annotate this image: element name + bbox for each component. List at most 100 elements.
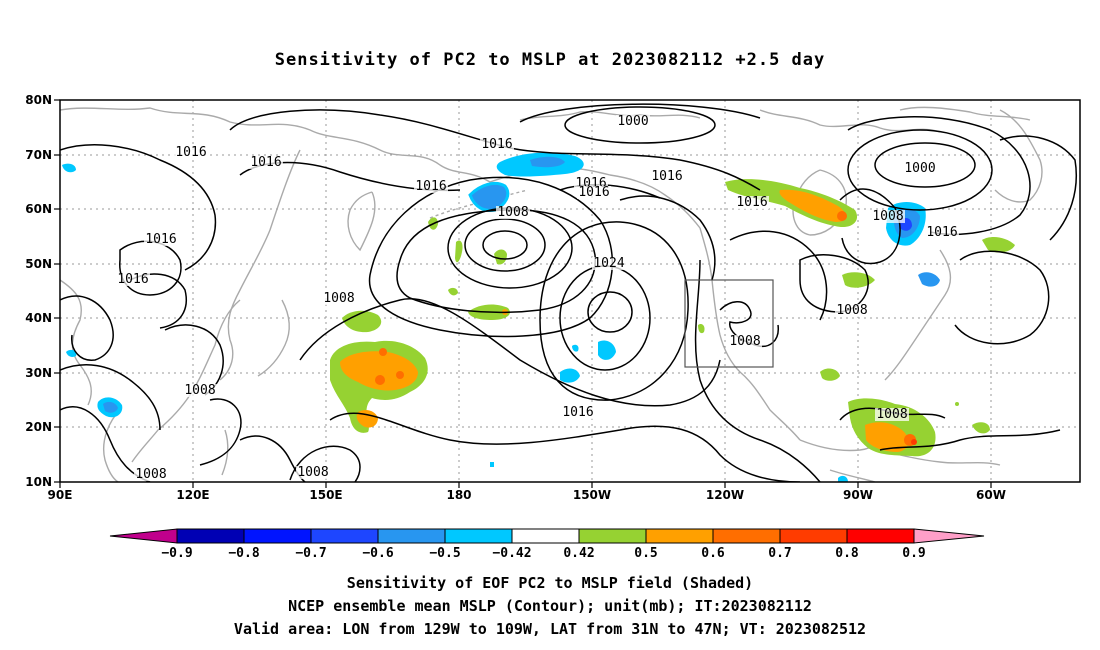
isobar-label-bg (414, 180, 448, 193)
footer-line-valid-area: Valid area: LON from 129W to 109W, LAT f… (233, 620, 867, 638)
isobar-label-bg (577, 186, 611, 199)
isobar-label: 1008 (836, 303, 867, 318)
isobar-label-bg (134, 468, 168, 481)
lon-label-120e: 120E (176, 488, 209, 502)
sensitivity-shading (62, 152, 1015, 482)
colorbar-label: −0.8 (228, 546, 259, 561)
map-title: Sensitivity of PC2 to MSLP at 2023082112… (274, 50, 826, 70)
colorbar-label: −0.42 (492, 546, 531, 561)
lon-labels: 90E 120E 150E 180 150W 120W 90W 60W (48, 488, 1006, 502)
colorbar-box (846, 528, 915, 544)
colorbar-label: 0.5 (634, 546, 657, 561)
colorbar-box (779, 528, 848, 544)
colorbar-box (578, 528, 647, 544)
isobar-label: 1016 (250, 155, 281, 170)
isobar-label-bg (728, 335, 762, 348)
colorbar-box (243, 528, 312, 544)
lat-label-60n: 60N (25, 202, 52, 216)
isobar-label-bg (616, 115, 650, 128)
isobar-label-bg (116, 273, 150, 286)
isobar-label-bg (650, 170, 684, 183)
isobar-label-bg (592, 257, 626, 270)
isobar-label-bg (144, 233, 178, 246)
isobar-label: 1016 (415, 179, 446, 194)
axis-ticks (54, 99, 992, 488)
isobar-label: 1008 (729, 334, 760, 349)
isobar-label-bg (871, 210, 905, 223)
isobar-label: 1016 (926, 225, 957, 240)
isobar-label-bg (322, 292, 356, 305)
colorbar-label: 0.6 (701, 546, 725, 561)
colorbar-label: 0.9 (902, 546, 925, 561)
sensitivity-map: 1000 1016 1016 1016 1016 1016 1016 1016 1008 1024… (25, 93, 1081, 561)
isobar-label: 1016 (117, 272, 148, 287)
isobar-label-bg (249, 156, 283, 169)
isobar-label-bg (561, 406, 595, 419)
lon-label-150w: 150W (573, 488, 611, 502)
lon-label-120w: 120W (706, 488, 744, 502)
isobar-label: 1000 (904, 161, 935, 176)
isobar-label-bg (183, 384, 217, 397)
colorbar-label: −0.5 (429, 546, 460, 561)
isobar-label-bg (496, 206, 530, 219)
isobar-label: 1008 (497, 205, 528, 220)
isobar-label: 1008 (184, 383, 215, 398)
isobar-label-bg (174, 146, 208, 159)
isobar-label-bg (480, 138, 514, 151)
lat-label-10n: 10N (25, 475, 52, 489)
isobar-label-bg (735, 196, 769, 209)
isobar-label-bg (875, 408, 909, 421)
isobar-label: 1016 (578, 185, 609, 200)
isobar-label: 1016 (562, 405, 593, 420)
isobar-label: 1008 (135, 467, 166, 482)
lon-label-90w: 90W (843, 488, 873, 502)
colorbar-box (444, 528, 513, 544)
isobar-label: 1008 (876, 407, 907, 422)
colorbar-left-arrow (109, 528, 178, 544)
colorbar-label: 0.42 (563, 546, 594, 561)
isobar-label-bg (296, 466, 330, 479)
isobar-labels: 1000 1016 1016 1016 1016 1016 1016 1016 1008 1024… (116, 114, 959, 482)
isobar-label: 1016 (175, 145, 206, 160)
colorbar-label: −0.9 (161, 546, 192, 561)
isobar-label-bg (903, 162, 937, 175)
lon-label-60w: 60W (976, 488, 1006, 502)
colorbar: −0.9 −0.8 −0.7 −0.6 −0.5 −0.42 0.42 0.5 0.6 0.7 0.… (109, 528, 985, 561)
lat-label-50n: 50N (25, 257, 52, 271)
lat-label-30n: 30N (25, 366, 52, 380)
colorbar-box (310, 528, 379, 544)
lat-labels: 80N 70N 60N 50N 40N 30N 20N 10N (25, 93, 52, 489)
colorbar-box (377, 528, 446, 544)
lon-label-180: 180 (446, 488, 471, 502)
valid-area-box (684, 279, 774, 368)
colorbar-right-arrow (913, 528, 985, 544)
lat-label-70n: 70N (25, 148, 52, 162)
isobar-label-bg (835, 304, 869, 317)
lat-label-80n: 80N (25, 93, 52, 107)
colorbar-box (712, 528, 781, 544)
isobar-label: 1016 (481, 137, 512, 152)
colorbar-box (511, 528, 580, 544)
colorbar-label: −0.7 (295, 546, 326, 561)
lat-label-40n: 40N (25, 311, 52, 325)
isobar-label: 1016 (651, 169, 682, 184)
colorbar-box (176, 528, 245, 544)
isobar-label: 1016 (145, 232, 176, 247)
lat-label-20n: 20N (25, 420, 52, 434)
lon-label-90e: 90E (48, 488, 73, 502)
footer-line-shaded: Sensitivity of EOF PC2 to MSLP field (Sh… (346, 574, 754, 592)
isobar-label: 1000 (617, 114, 648, 129)
colorbar-box (645, 528, 714, 544)
isobar-label: 1016 (736, 195, 767, 210)
colorbar-label: 0.7 (768, 546, 791, 561)
colorbar-label: 0.8 (835, 546, 859, 561)
plot-frame (59, 99, 1081, 483)
isobar-label: 1008 (323, 291, 354, 306)
footer-line-contour: NCEP ensemble mean MSLP (Contour); unit(… (288, 597, 812, 615)
isobar-label: 1008 (872, 209, 903, 224)
colorbar-label: −0.6 (362, 546, 393, 561)
lon-label-150e: 150E (309, 488, 342, 502)
isobar-label-bg (925, 226, 959, 239)
isobar-label: 1008 (297, 465, 328, 480)
isobar-label: 1024 (593, 256, 624, 271)
